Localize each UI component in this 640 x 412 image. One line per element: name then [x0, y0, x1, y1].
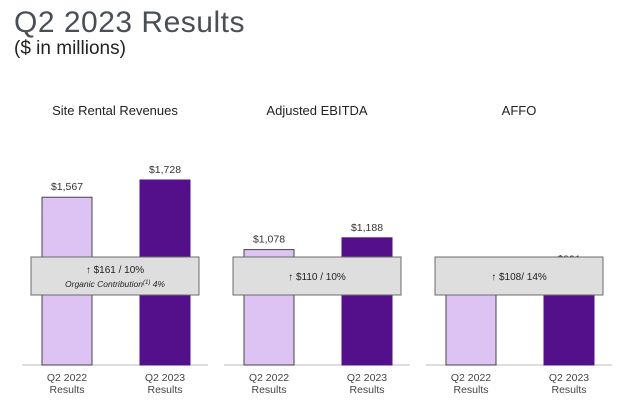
- change-label-2: ↑ $108/ 14%: [491, 272, 547, 283]
- panel-title-1: Adjusted EBITDA: [266, 103, 367, 118]
- panel-title-0: Site Rental Revenues: [52, 103, 178, 118]
- value-label-1-0: $1,078: [253, 234, 285, 246]
- organic-note-0: Organic Contribution(1) 4%: [65, 279, 165, 289]
- panel-title-2: AFFO: [502, 103, 537, 118]
- category-label-1-0-0: Q2 2022: [249, 372, 289, 384]
- category-label-0-1-1: Results: [147, 384, 182, 396]
- value-label-1-1: $1,188: [351, 222, 383, 234]
- category-label-2-1-1: Results: [551, 384, 586, 396]
- category-label-2-0-0: Q2 2022: [451, 372, 491, 384]
- organic-note-footnote: (1): [143, 280, 150, 286]
- page-subtitle: ($ in millions): [14, 38, 126, 59]
- change-band-0: [30, 256, 200, 296]
- organic-note-value: 4%: [150, 279, 165, 289]
- category-label-2-0-1: Results: [453, 384, 488, 396]
- category-label-1-1-1: Results: [349, 384, 384, 396]
- category-label-1-0-1: Results: [251, 384, 286, 396]
- change-label-0: ↑ $161 / 10%: [86, 265, 144, 276]
- category-label-2-1-0: Q2 2023: [549, 372, 589, 384]
- change-band-1: [232, 256, 402, 296]
- category-label-0-1-0: Q2 2023: [145, 372, 185, 384]
- category-label-1-1-0: Q2 2023: [347, 372, 387, 384]
- change-label-1: ↑ $110 / 10%: [288, 272, 346, 283]
- value-label-0-0: $1,567: [51, 181, 83, 193]
- value-label-0-1: $1,728: [149, 164, 181, 176]
- page-title: Q2 2023 Results: [14, 6, 245, 39]
- category-label-0-0-1: Results: [49, 384, 84, 396]
- category-label-0-0-0: Q2 2022: [47, 372, 87, 384]
- organic-note-text: Organic Contribution: [65, 279, 143, 289]
- change-band-2: [434, 256, 604, 296]
